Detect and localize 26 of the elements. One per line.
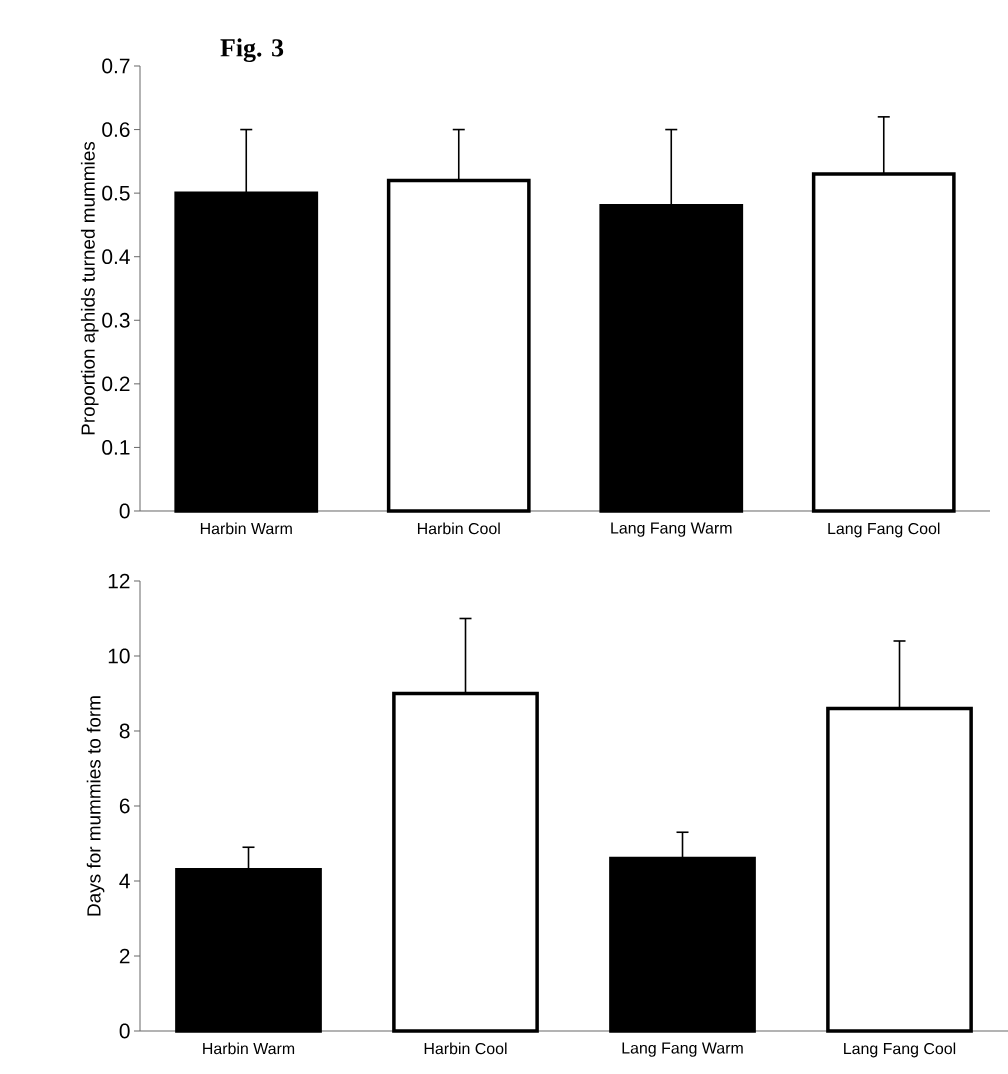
y-tick-label: 0.5: [101, 185, 130, 201]
y-tick-label: 12: [108, 573, 130, 589]
x-tick-label: Lang Fang Warm: [611, 522, 732, 537]
chart-title: Fig. 3: [220, 38, 283, 63]
y-tick-label: 0.1: [101, 440, 130, 455]
x-tick-label: Harbin Warm: [200, 522, 292, 535]
x-tick-label: Lang Fang Cool: [843, 1042, 955, 1058]
y-tick-label: 2: [119, 948, 130, 964]
y-tick-label: 6: [119, 798, 130, 814]
y-axis-title: Proportion aphids turned mummies: [80, 141, 99, 435]
x-tick-label: Harbin Cool: [424, 1042, 507, 1055]
y-tick-label: 0.2: [101, 376, 130, 392]
y-tick-label: 4: [119, 873, 130, 889]
x-tick-label: Lang Fang Cool: [828, 522, 940, 538]
y-tick-label: 10: [108, 648, 130, 664]
x-tick-label: Harbin Cool: [417, 522, 500, 535]
y-tick-label: 0: [119, 1023, 130, 1039]
y-tick-label: 0.3: [101, 312, 130, 328]
y-axis-title: Days for mummies to form: [86, 696, 105, 916]
y-tick-label: 0: [119, 503, 130, 519]
x-tick-label: Harbin Warm: [202, 1042, 294, 1055]
y-tick-label: 0.4: [101, 249, 130, 265]
x-tick-label: Lang Fang Warm: [622, 1042, 743, 1057]
y-tick-label: 0.6: [101, 122, 130, 137]
y-tick-label: 8: [119, 723, 130, 739]
y-tick-label: 0.7: [101, 58, 130, 74]
